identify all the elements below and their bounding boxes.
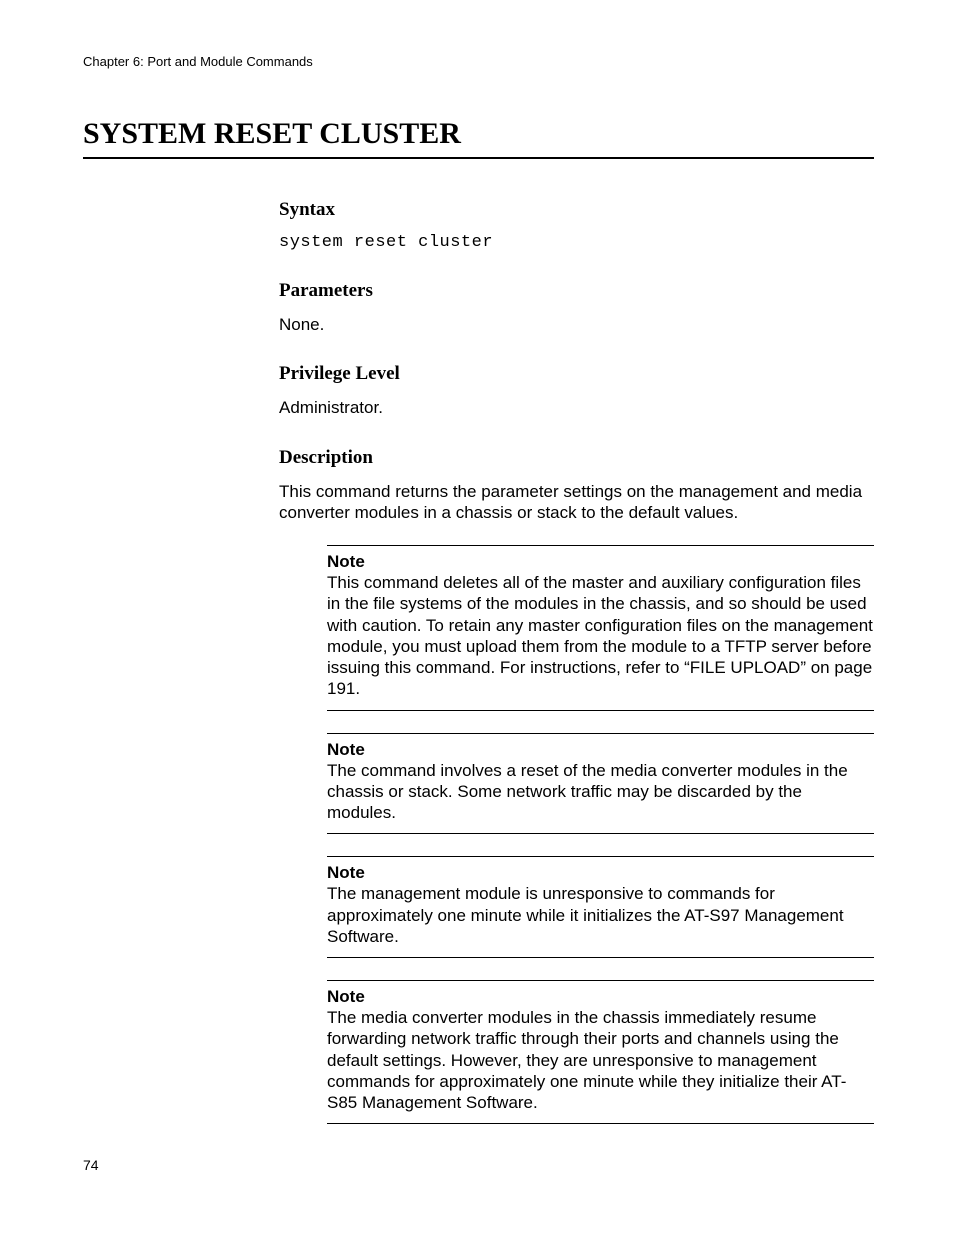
page: Chapter 6: Port and Module Commands SYST…: [0, 0, 954, 1235]
parameters-heading: Parameters: [279, 280, 874, 302]
parameters-text: None.: [279, 314, 874, 335]
note-block: Note The management module is unresponsi…: [327, 856, 874, 958]
note-body: This command deletes all of the master a…: [327, 572, 874, 700]
note-body: The media converter modules in the chass…: [327, 1007, 874, 1113]
note-block: Note The media converter modules in the …: [327, 980, 874, 1124]
note-block: Note The command involves a reset of the…: [327, 733, 874, 835]
description-text: This command returns the parameter setti…: [279, 481, 874, 524]
note-body: The command involves a reset of the medi…: [327, 760, 874, 824]
privilege-heading: Privilege Level: [279, 363, 874, 385]
privilege-text: Administrator.: [279, 397, 874, 418]
note-body: The management module is unresponsive to…: [327, 883, 874, 947]
note-label: Note: [327, 552, 874, 572]
content-body: Syntax system reset cluster Parameters N…: [279, 199, 874, 1124]
note-label: Note: [327, 863, 874, 883]
chapter-header: Chapter 6: Port and Module Commands: [83, 54, 874, 69]
command-title: SYSTEM RESET CLUSTER: [83, 117, 874, 159]
syntax-code: system reset cluster: [279, 233, 874, 252]
note-label: Note: [327, 740, 874, 760]
page-number: 74: [83, 1157, 99, 1173]
note-block: Note This command deletes all of the mas…: [327, 545, 874, 711]
note-label: Note: [327, 987, 874, 1007]
description-heading: Description: [279, 447, 874, 469]
syntax-heading: Syntax: [279, 199, 874, 221]
